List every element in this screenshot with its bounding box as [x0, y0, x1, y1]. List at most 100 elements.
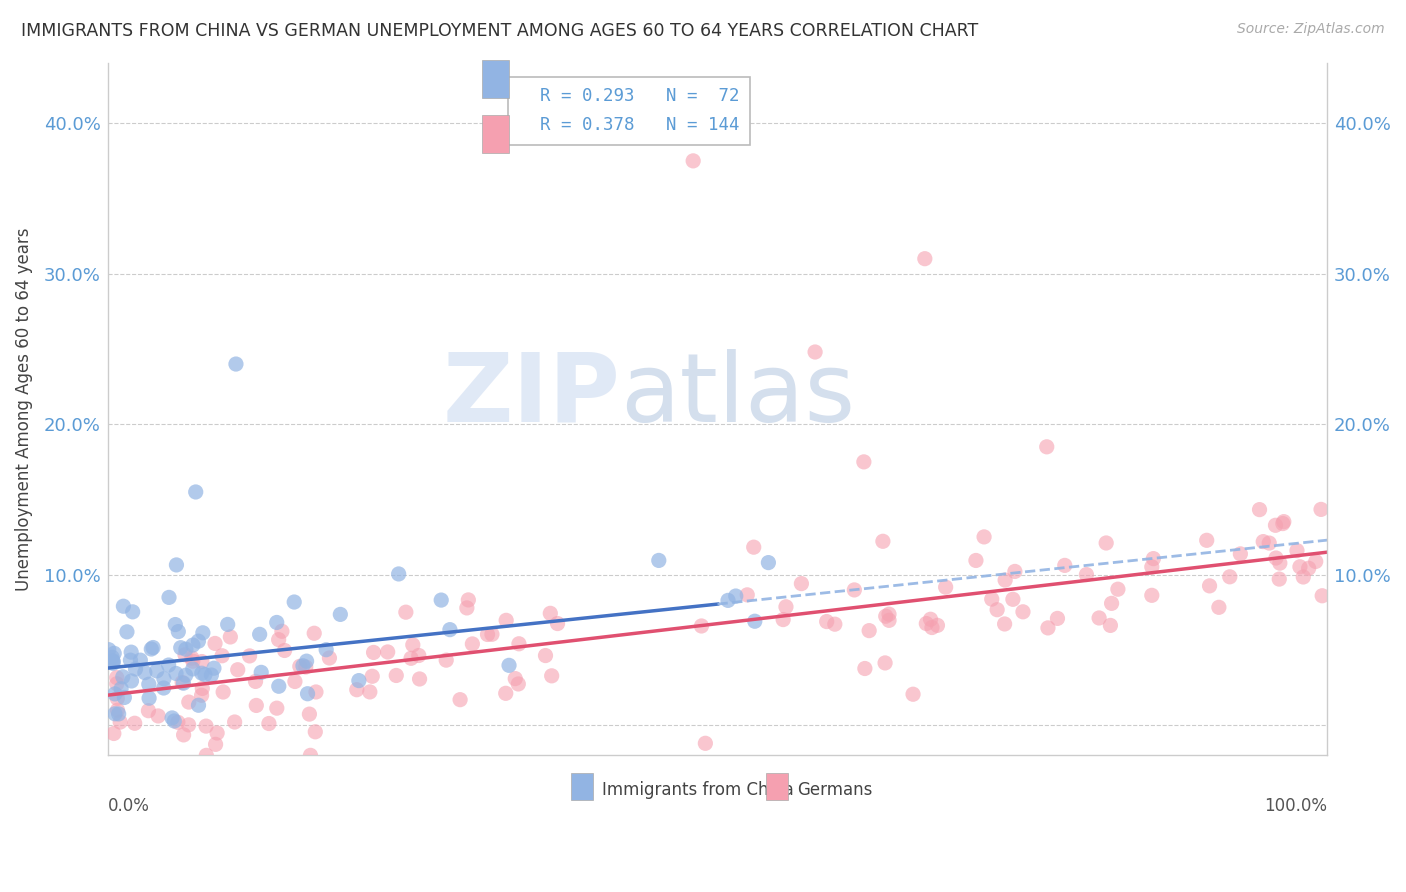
Point: [283, 595, 305, 609]
Point: [297, 687, 319, 701]
Point: [1229, 547, 1251, 561]
Point: [101, 654, 124, 668]
Point: [105, 691, 128, 706]
Point: [103, 726, 125, 740]
Point: [195, 719, 218, 733]
Point: [994, 617, 1017, 632]
Point: [105, 671, 128, 685]
Point: [540, 669, 562, 683]
Point: [1268, 556, 1291, 570]
Point: [346, 682, 368, 697]
Point: [872, 534, 894, 549]
Point: [1265, 551, 1288, 566]
Point: [1195, 533, 1218, 548]
Point: [347, 673, 370, 688]
Point: [165, 558, 187, 572]
Point: [1046, 611, 1069, 625]
Text: Immigrants from China: Immigrants from China: [602, 781, 793, 799]
Point: [104, 706, 127, 721]
Point: [430, 593, 453, 607]
Point: [181, 651, 204, 665]
Point: [434, 653, 457, 667]
Point: [1099, 618, 1122, 632]
Point: [980, 592, 1002, 607]
Point: [508, 637, 530, 651]
Point: [1140, 588, 1163, 602]
Point: [145, 664, 167, 678]
Point: [184, 485, 207, 500]
Point: [174, 642, 197, 657]
Point: [804, 345, 827, 359]
Point: [226, 663, 249, 677]
Point: [266, 615, 288, 630]
Point: [508, 677, 530, 691]
Point: [267, 679, 290, 693]
Point: [97, 642, 120, 657]
Point: [920, 612, 942, 626]
Point: [165, 617, 187, 632]
Point: [935, 580, 957, 594]
Point: [1035, 440, 1057, 454]
Point: [1053, 558, 1076, 573]
Point: [190, 688, 212, 702]
Point: [408, 672, 430, 686]
Point: [1249, 502, 1271, 516]
Point: [1310, 502, 1333, 516]
Text: ZIP: ZIP: [441, 349, 620, 442]
Text: IMMIGRANTS FROM CHINA VS GERMAN UNEMPLOYMENT AMONG AGES 60 TO 64 YEARS CORRELATI: IMMIGRANTS FROM CHINA VS GERMAN UNEMPLOY…: [21, 22, 979, 40]
Point: [103, 655, 125, 669]
Point: [187, 634, 209, 648]
Point: [456, 601, 478, 615]
Point: [495, 686, 517, 700]
Point: [112, 599, 135, 614]
Point: [138, 691, 160, 706]
Point: [852, 455, 875, 469]
Point: [775, 599, 797, 614]
Point: [481, 627, 503, 641]
Point: [1258, 536, 1281, 550]
Point: [107, 703, 129, 717]
Point: [1208, 600, 1230, 615]
Point: [239, 648, 262, 663]
Point: [915, 616, 938, 631]
Point: [1140, 560, 1163, 574]
Point: [167, 715, 190, 730]
Bar: [482, 60, 509, 97]
Point: [858, 624, 880, 638]
Point: [547, 616, 569, 631]
Point: [315, 642, 337, 657]
Point: [359, 685, 381, 699]
Point: [1101, 596, 1123, 610]
Point: [495, 613, 517, 627]
Point: [388, 566, 411, 581]
Point: [134, 665, 156, 680]
Point: [124, 662, 146, 676]
Point: [717, 593, 740, 607]
Point: [172, 675, 194, 690]
Point: [302, 626, 325, 640]
Point: [121, 605, 143, 619]
Point: [965, 553, 987, 567]
Point: [503, 672, 526, 686]
Point: [103, 646, 125, 660]
Point: [877, 613, 900, 627]
Point: [141, 642, 163, 657]
Point: [270, 624, 292, 639]
Point: [927, 618, 949, 632]
Point: [174, 668, 197, 682]
Point: [921, 621, 943, 635]
Point: [294, 660, 316, 674]
Point: [250, 665, 273, 680]
Point: [174, 648, 197, 662]
Point: [299, 748, 322, 763]
Point: [105, 677, 128, 691]
Point: [1012, 605, 1035, 619]
Point: [153, 672, 176, 686]
Point: [115, 624, 138, 639]
Point: [1292, 570, 1315, 584]
Point: [399, 651, 422, 665]
Point: [1271, 516, 1294, 531]
Point: [329, 607, 352, 622]
Point: [138, 677, 160, 691]
Point: [204, 636, 226, 650]
